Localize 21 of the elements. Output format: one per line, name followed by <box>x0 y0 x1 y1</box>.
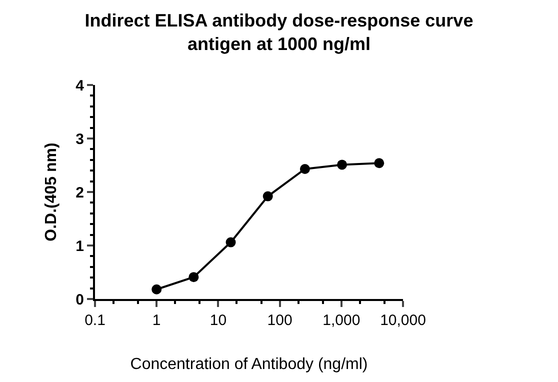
y-tick-label: 4 <box>76 77 85 94</box>
point <box>188 272 199 282</box>
point <box>300 164 310 174</box>
point <box>152 284 162 294</box>
point <box>262 191 273 202</box>
x-tick-label: 1 <box>152 312 161 329</box>
x-axis-title: Concentration of Antibody (ng/ml) <box>130 356 368 374</box>
x-tick-label: 0.1 <box>84 312 106 329</box>
y-tick-label: 3 <box>76 130 84 148</box>
point <box>374 158 384 168</box>
chart-title: Indirect ELISA antibody dose-response curve antigen at 1000 ng/ml <box>84 10 474 54</box>
y-tick-label: 0 <box>76 291 84 308</box>
x-tick-label: 10,000 <box>380 312 426 329</box>
y-axis-title: O.D.(405 nm) <box>43 142 60 242</box>
x-tick-label: 100 <box>267 312 292 329</box>
x-tick-label: 10 <box>210 312 227 329</box>
x-tick-label: 1,000 <box>322 312 360 329</box>
y-tick-label: 1 <box>76 238 84 255</box>
point <box>226 237 236 248</box>
y-tick-label: 2 <box>76 184 84 202</box>
point <box>337 160 348 170</box>
